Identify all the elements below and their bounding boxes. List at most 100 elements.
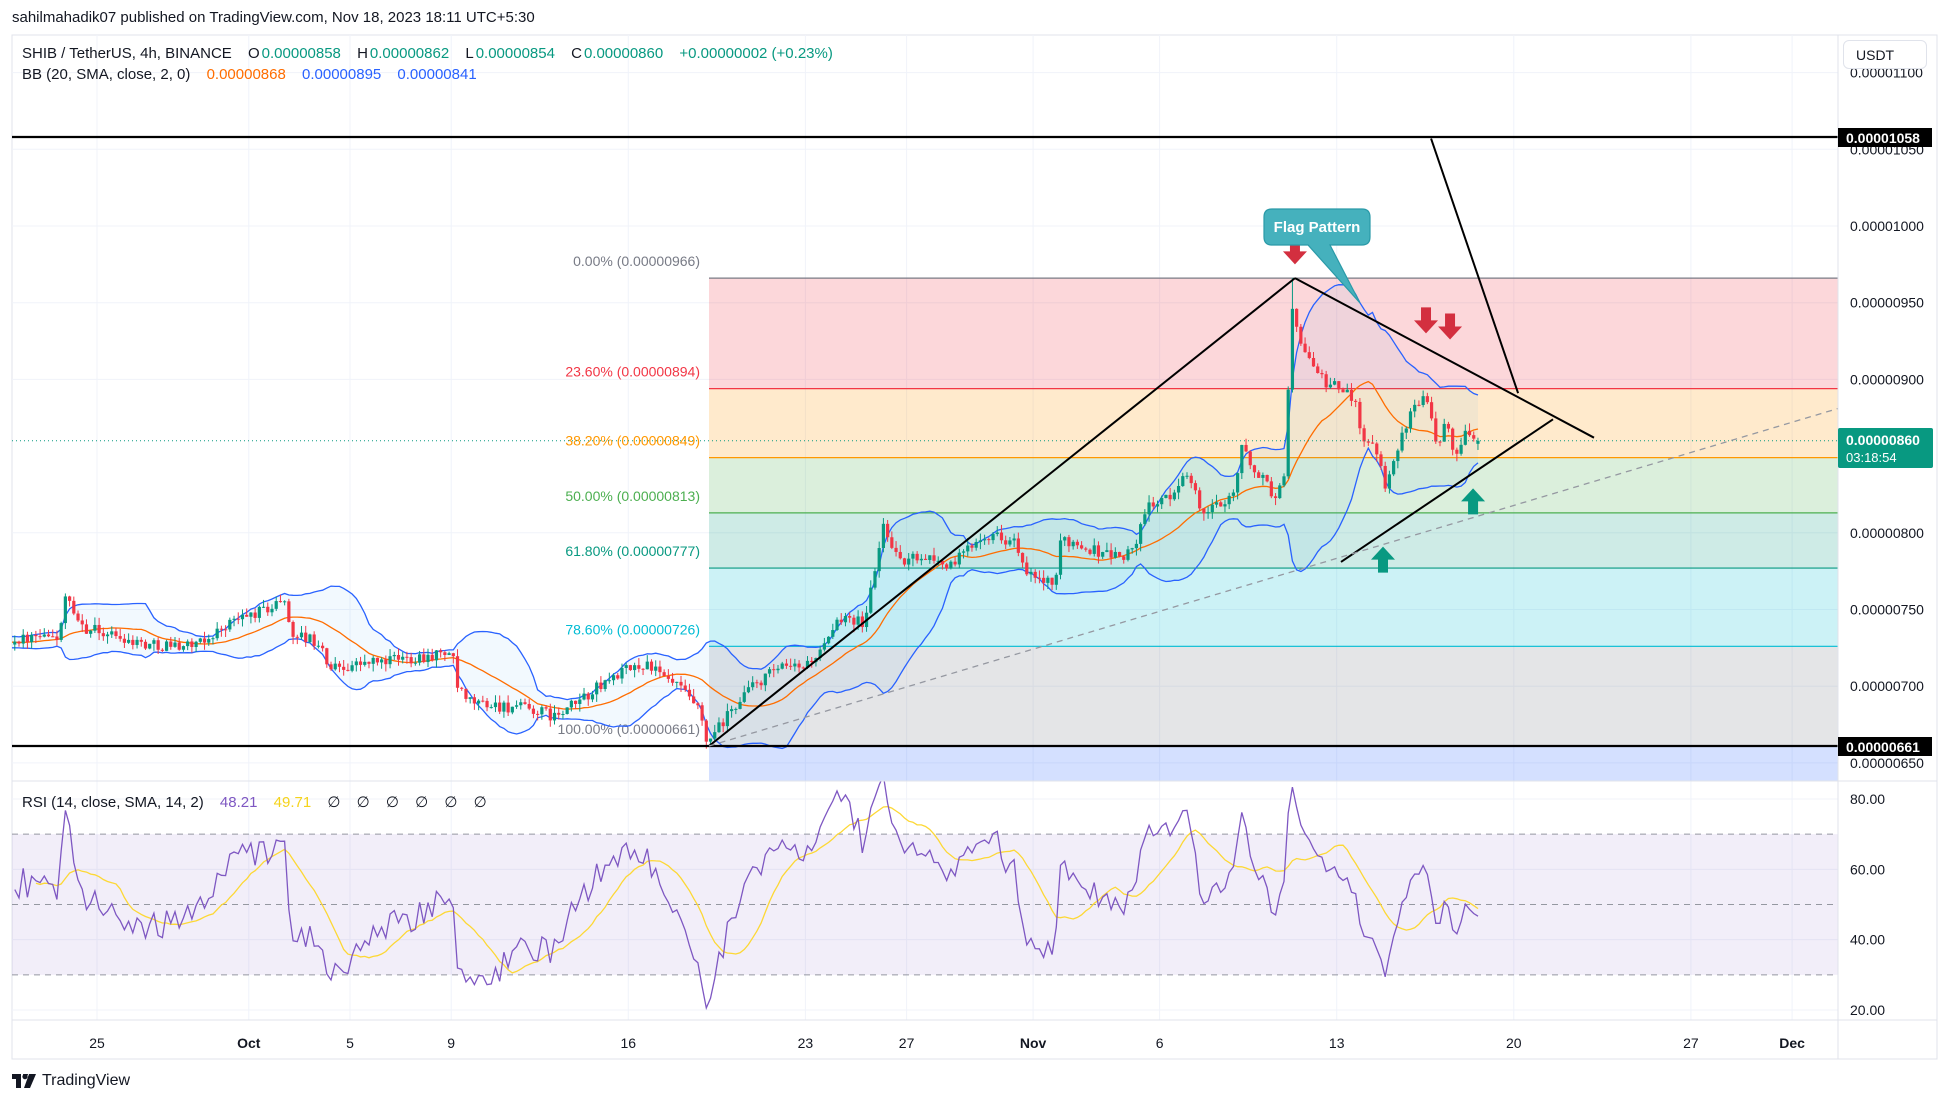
drawings[interactable] [12,135,1838,748]
arrow-down-icon[interactable] [1438,313,1463,340]
candle [734,707,738,715]
bb-legend[interactable]: BB (20, SMA, close, 2, 0) 0.00000868 0.0… [22,66,479,83]
candle [928,555,932,564]
candle-body [1151,502,1155,507]
candle-body [1303,343,1307,353]
candle-body [704,720,708,742]
candle-body [42,634,46,637]
price-axis[interactable]: 0.000011000.000010500.000010000.00000950… [1850,65,1924,771]
candle [148,643,152,650]
candle [443,650,447,661]
candle [751,676,755,691]
time-axis[interactable]: 25 Oct 5 9 16 23 27 Nov 6 13 20 27 Dec [89,1035,1805,1051]
candle-body [1206,512,1210,514]
candle [1248,450,1252,470]
candle-body [683,685,687,690]
candle-body [1134,543,1139,549]
candle [932,547,936,564]
support-dashed-line[interactable] [708,407,1838,747]
candle [186,639,190,651]
candle [1198,487,1202,512]
time-tick-label: Oct [237,1035,261,1051]
close-label: C [571,45,582,62]
candle-body [443,652,447,655]
flag-upper-line[interactable] [1294,277,1595,439]
candle-body [1316,366,1320,374]
candle [662,669,666,677]
candle [422,648,426,664]
candle [1345,383,1349,393]
candle-body [687,689,692,697]
candle [1417,400,1421,407]
fib-retracement[interactable]: 0.00% (0.00000966)23.60% (0.00000894)38.… [558,253,1838,781]
candle-body [1042,577,1046,583]
candle [451,652,455,664]
candle [1063,536,1067,547]
footer-brand[interactable]: TradingView [12,1072,130,1090]
candle-body [1004,540,1008,545]
candle-body [751,682,755,688]
candle [114,627,118,639]
bb-label[interactable]: BB (20, SMA, close, 2, 0) [22,66,191,83]
candle [485,697,489,712]
candle-body [346,669,350,671]
candle [1429,396,1434,421]
candle [540,705,544,720]
candle [1075,539,1079,549]
symbol-legend[interactable]: SHIB / TetherUS, 4h, BINANCE O 0.00000858… [22,45,835,62]
candle [506,695,510,717]
arrow-up-icon[interactable] [1370,546,1395,573]
candle-body [805,660,810,668]
symbol-name[interactable]: SHIB / TetherUS, 4h, BINANCE [22,45,232,62]
candle [498,695,502,715]
candle-body [1058,540,1063,575]
candle [72,596,76,616]
candle [1105,542,1109,553]
candle [67,595,72,607]
rsi-label[interactable]: RSI (14, close, SMA, 14, 2) [22,794,204,811]
candle-body [135,639,139,645]
candle [122,633,127,648]
candle [945,562,949,571]
candle-body [148,643,152,649]
fib-zone [709,746,1838,781]
arrow-down-icon[interactable] [1282,238,1307,265]
rsi-legend[interactable]: RSI (14, close, SMA, 14, 2) 48.21 49.71 … [22,793,489,811]
candle [1383,461,1387,493]
candle-body [1261,474,1265,478]
candle-body [708,738,713,742]
candle [953,556,957,567]
candle [1219,500,1223,507]
candle-body [228,619,232,630]
candle-body [620,667,624,679]
candle [881,518,886,553]
candle [519,698,523,710]
candle [1046,575,1050,590]
candle [253,608,257,623]
candle [1033,569,1037,584]
steep-line[interactable] [1430,138,1520,394]
candle-body [1012,538,1016,541]
currency-button[interactable]: USDT [1843,40,1927,69]
candle [316,640,320,649]
rally-line[interactable] [708,277,1296,747]
candle-body [354,661,358,666]
candle-body [696,703,700,706]
rsi-axis[interactable]: 80.00 60.00 40.00 20.00 [1850,791,1885,1018]
candle-body [1434,418,1438,442]
candle [1096,541,1101,564]
candle [573,700,578,709]
candle-body [426,654,430,663]
candle [514,700,519,709]
arrow-down-icon[interactable] [1414,307,1439,334]
candle-body [164,641,169,651]
candle [1160,495,1164,509]
arrow-up-icon[interactable] [1461,488,1486,515]
candle [1126,545,1130,562]
flag-pattern-callout[interactable]: Flag Pattern [1263,208,1371,304]
flag-lower-line[interactable] [1340,418,1554,563]
candle [679,675,683,692]
candle [923,554,928,561]
candle-body [409,657,413,664]
